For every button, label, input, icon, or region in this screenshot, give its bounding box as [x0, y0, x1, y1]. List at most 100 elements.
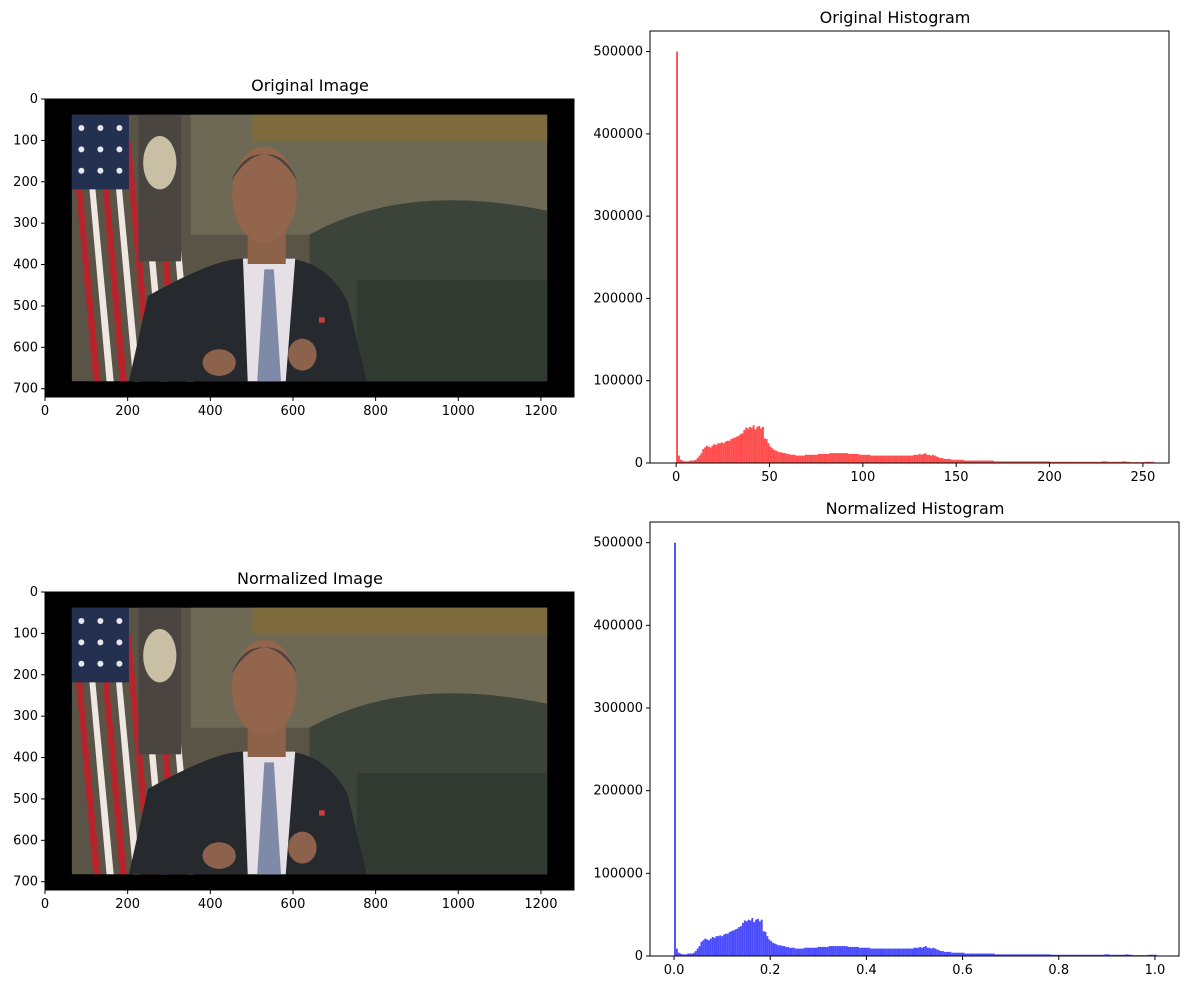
orig-hist-ytick-label: 0 — [635, 456, 643, 471]
orig-img-ytick-label: 100 — [13, 133, 38, 148]
orig-hist-bar — [836, 453, 839, 463]
seal-emblem — [143, 136, 177, 190]
orig-hist-bar — [816, 454, 819, 463]
orig-hist-bar — [1027, 461, 1029, 463]
norm-hist-bar — [1079, 954, 1082, 956]
norm-img-xtick-label: 1200 — [524, 897, 557, 912]
norm-hist-bar — [719, 935, 722, 956]
orig-hist-bar — [864, 454, 867, 463]
orig-hist-bar — [1105, 461, 1108, 463]
norm-hist-bar — [834, 946, 837, 956]
panel-original-image: Original Image 0 200 400 600 800 1000 1200 0 100… — [13, 76, 575, 419]
orig-hist-bar — [907, 455, 910, 463]
norm-hist-bar — [1111, 954, 1114, 956]
norm-hist-bar — [932, 947, 935, 956]
orig-hist-bar — [875, 455, 878, 463]
norm-hist-bar — [798, 948, 801, 956]
norm-hist-bar — [1088, 954, 1091, 956]
orig-hist-bar — [780, 452, 783, 463]
norm-hist-bar — [762, 931, 765, 956]
orig-hist-bar — [1070, 461, 1072, 463]
norm-hist-bar — [1115, 954, 1118, 956]
orig-hist-bar — [877, 455, 880, 463]
norm-hist-bar — [715, 936, 718, 956]
norm-hist-bar — [790, 947, 793, 956]
orig-hist-bar — [1148, 461, 1151, 463]
norm-hist-bar — [743, 920, 746, 956]
orig-hist-bar — [1034, 461, 1037, 463]
norm-img-ytick-label: 200 — [13, 668, 38, 683]
norm-hist-bar — [1024, 954, 1027, 956]
flag-stripe — [71, 141, 101, 382]
norm-hist-bar — [979, 953, 982, 956]
orig-hist-bar — [999, 461, 1001, 463]
norm-hist-xtick-label: 1.0 — [1145, 963, 1166, 978]
norm-hist-bar — [934, 948, 937, 956]
left-hand — [202, 842, 236, 869]
norm-hist-bar — [768, 939, 771, 956]
orig-hist-bar — [1000, 461, 1003, 463]
orig-hist-bar — [872, 455, 875, 463]
norm-hist-bar — [674, 542, 676, 956]
norm-hist-bar — [926, 947, 929, 956]
tie — [257, 269, 281, 382]
orig-hist-bar — [687, 461, 690, 463]
orig-hist-bar — [784, 453, 787, 463]
norm-hist-bar — [1002, 954, 1005, 956]
norm-hist-ytick-label: 200000 — [593, 784, 643, 799]
norm-hist-bar — [898, 948, 901, 956]
norm-hist-bar — [1058, 954, 1061, 956]
orig-img-ytick-label: 300 — [13, 216, 38, 231]
orig-img-ytick-label: 400 — [13, 258, 38, 273]
orig-hist-bar — [743, 430, 746, 463]
norm-hist-bar — [1090, 954, 1093, 956]
norm-hist-bar — [707, 940, 710, 956]
orig-hist-bar — [1094, 461, 1097, 463]
orig-hist-bar — [1002, 461, 1005, 463]
orig-hist-bar — [1101, 461, 1104, 463]
norm-hist-bar — [1154, 954, 1157, 956]
norm-image-photo — [71, 607, 548, 875]
orig-hist-bar — [1004, 461, 1007, 463]
orig-img-xtick-label: 0 — [41, 404, 49, 419]
norm-hist-bar — [998, 954, 1001, 956]
norm-hist-ytick-label: 500000 — [593, 536, 643, 551]
photo-frame-molding — [252, 114, 548, 142]
orig-hist-bar — [799, 455, 802, 463]
orig-hist-bar — [855, 453, 858, 463]
orig-hist-bar — [972, 460, 975, 463]
norm-img-ytick-label: 100 — [13, 626, 38, 641]
flag-star — [116, 639, 123, 646]
orig-hist-bar — [1023, 461, 1026, 463]
norm-hist-bar — [821, 946, 824, 956]
orig-hist-bars — [676, 51, 1155, 463]
norm-hist-bar — [819, 946, 822, 956]
norm-hist-bar — [694, 951, 697, 956]
norm-img-xtick-label: 400 — [198, 897, 223, 912]
orig-hist-bar — [678, 455, 680, 463]
orig-hist-bar — [1064, 461, 1067, 463]
orig-hist-bar — [1152, 461, 1155, 463]
norm-hist-bar — [781, 946, 784, 956]
orig-hist-bar — [1077, 461, 1080, 463]
norm-hist-bar — [1130, 954, 1133, 956]
norm-img-ytick-label: 600 — [13, 833, 38, 848]
orig-hist-bar — [1122, 461, 1125, 463]
norm-hist-bar — [713, 937, 716, 956]
orig-hist-bar — [888, 455, 891, 463]
norm-hist-bar — [966, 953, 969, 956]
orig-hist-bar — [1081, 461, 1084, 463]
orig-hist-bar — [1012, 461, 1015, 463]
norm-img-xtick-label: 200 — [115, 897, 140, 912]
orig-hist-bar — [987, 460, 990, 463]
norm-hist-bar — [955, 952, 957, 956]
photo-frame-molding — [252, 607, 548, 635]
orig-hist-bar — [706, 445, 708, 463]
norm-hist-bar — [692, 952, 695, 956]
orig-hist-bar — [719, 443, 721, 463]
orig-hist-bar — [948, 458, 951, 463]
norm-hist-xtick-label: 0.2 — [760, 963, 781, 978]
orig-hist-bar — [1120, 461, 1123, 463]
orig-hist-bar — [909, 455, 912, 463]
flag-star — [78, 146, 85, 153]
